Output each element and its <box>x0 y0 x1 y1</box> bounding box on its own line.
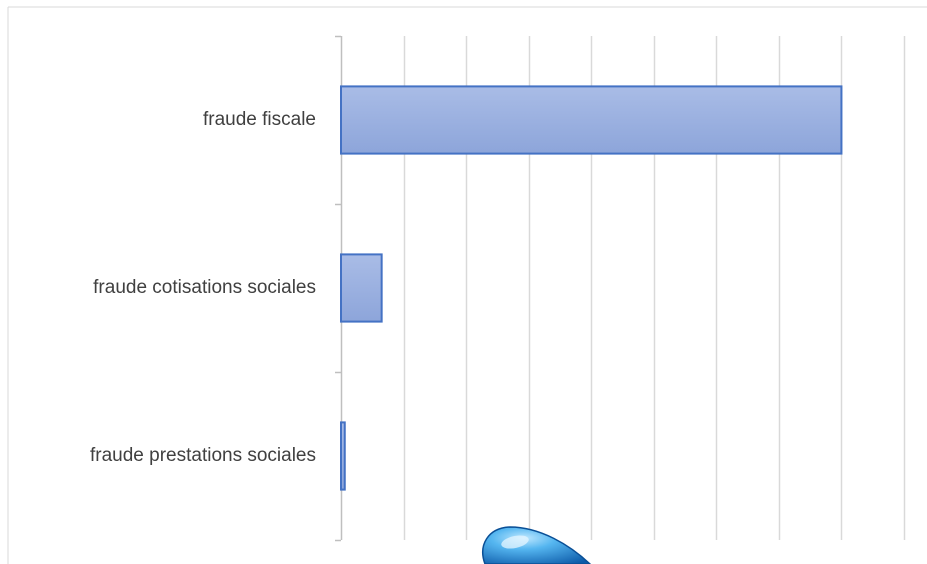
bar <box>340 85 843 155</box>
category-label: fraude prestations sociales <box>90 445 316 466</box>
bars <box>340 85 843 491</box>
category-labels: fraude fiscale fraude cotisations sociale… <box>90 109 316 466</box>
category-label: fraude fiscale <box>203 109 316 130</box>
category-label: fraude cotisations sociales <box>93 277 316 298</box>
bar <box>340 421 346 491</box>
bar <box>340 253 383 323</box>
droplet-icon <box>482 526 592 564</box>
